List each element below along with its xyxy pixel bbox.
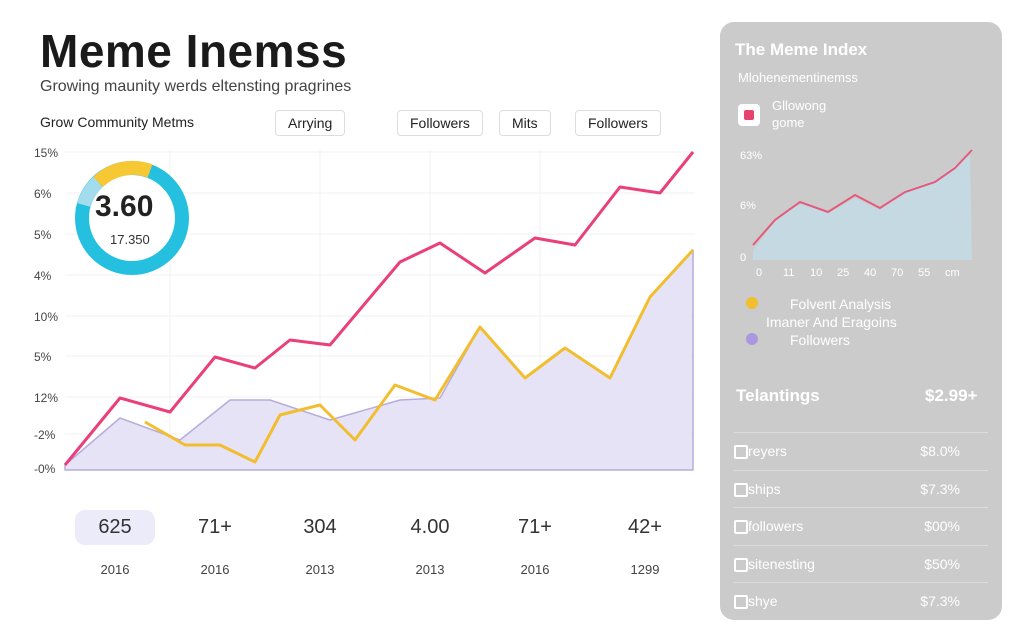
stat-value: 42+ [628, 516, 662, 538]
mini-area [753, 155, 972, 260]
main-chart [63, 150, 695, 471]
mini-x-label: 55 [918, 267, 931, 279]
stat-year: 2013 [305, 562, 335, 577]
tab[interactable]: Followers [575, 110, 661, 136]
mini-x-label: 0 [756, 267, 763, 279]
section-value: $2.99+ [925, 386, 978, 405]
table-row: sitenesting $50% [734, 544, 988, 582]
gauge-segment [77, 176, 104, 208]
mini-chart [752, 149, 973, 260]
row-label: reyers [748, 443, 787, 459]
mini-y-label: 63% [740, 150, 763, 162]
y-label: -2% [34, 428, 56, 442]
sidebar-subtitle: Mlohenementinemss [738, 70, 858, 85]
stat-value: 71+ [518, 516, 552, 538]
sidebar-title: The Meme Index [735, 40, 868, 59]
title: Meme Inemss [40, 25, 348, 77]
card-line: gome [772, 115, 805, 130]
yellow-line [144, 248, 695, 464]
row-label: ships [748, 480, 781, 497]
legend-label: Folvent Analysis [790, 296, 892, 312]
stat-year: 2013 [415, 562, 445, 577]
y-label: 5% [34, 350, 52, 364]
row-label: sitenesting [748, 555, 815, 572]
mini-x-label: 10 [810, 267, 823, 279]
stat-year: 2016 [100, 562, 130, 577]
card-icon [738, 104, 760, 126]
mini-line [752, 149, 973, 246]
mini-x-label: 40 [864, 267, 877, 279]
row-icon [734, 445, 748, 459]
mini-y-label: 0 [740, 252, 747, 264]
y-label: -0% [34, 462, 56, 476]
stat-year: 1299 [630, 562, 660, 577]
mini-x-label: 25 [837, 267, 850, 279]
table-row: shye $7.3% [734, 582, 988, 619]
y-label: 15% [34, 146, 59, 160]
y-label: 10% [34, 310, 59, 324]
tab[interactable]: Followers [397, 110, 483, 136]
pink-line [63, 151, 695, 466]
stat-value: 304 [303, 516, 337, 538]
legend-dot [746, 297, 758, 309]
mini-x-label: 70 [891, 267, 904, 279]
mini-x-label: cm [945, 267, 960, 279]
legend-label: Followers [790, 332, 850, 348]
stat-value: 625 [75, 510, 155, 545]
y-label: 5% [34, 228, 52, 242]
table-row: followers $00% [734, 507, 988, 544]
stat-year: 2016 [200, 562, 230, 577]
mini-y-label: 6% [740, 200, 756, 212]
tab[interactable]: Arrying [275, 110, 346, 136]
y-label: 4% [34, 269, 52, 283]
row-value: $7.3% [920, 593, 960, 609]
table-row: ships $7.3% [734, 469, 988, 507]
row-icon [734, 482, 748, 497]
mini-x-label: 11 [783, 267, 795, 279]
row-icon [734, 557, 748, 572]
row-icon [734, 595, 748, 609]
row-value: $00% [924, 518, 960, 534]
row-label: shye [748, 593, 778, 609]
toolbar-label: Grow Community Metms [40, 114, 195, 130]
row-label: followers [748, 518, 804, 534]
area [64, 249, 694, 471]
row-value: $8.0% [920, 443, 960, 459]
subtitle: Growing maunity werds eltensting pragrin… [40, 78, 352, 95]
stat-year: 2016 [520, 562, 550, 577]
sidebar [720, 22, 1002, 620]
section-title: Telantings [736, 386, 820, 405]
gauge-value: 3.60 [95, 190, 154, 223]
y-label: 12% [34, 391, 59, 405]
card-line: Gllowong [772, 98, 827, 113]
table-row: reyers $8.0% [734, 432, 988, 469]
row-value: $50% [924, 555, 960, 572]
row-value: $7.3% [920, 480, 960, 497]
row-icon [734, 520, 748, 534]
stat-value: 4.00 [410, 516, 450, 538]
legend-label: Imaner And Eragoins [766, 314, 897, 330]
stat-value: 71+ [198, 516, 232, 538]
legend-dot [746, 333, 758, 345]
tab[interactable]: Mits [499, 110, 551, 136]
gauge-sublabel: 17.350 [110, 232, 150, 247]
gauge-segment [93, 160, 153, 188]
y-label: 6% [34, 187, 52, 201]
